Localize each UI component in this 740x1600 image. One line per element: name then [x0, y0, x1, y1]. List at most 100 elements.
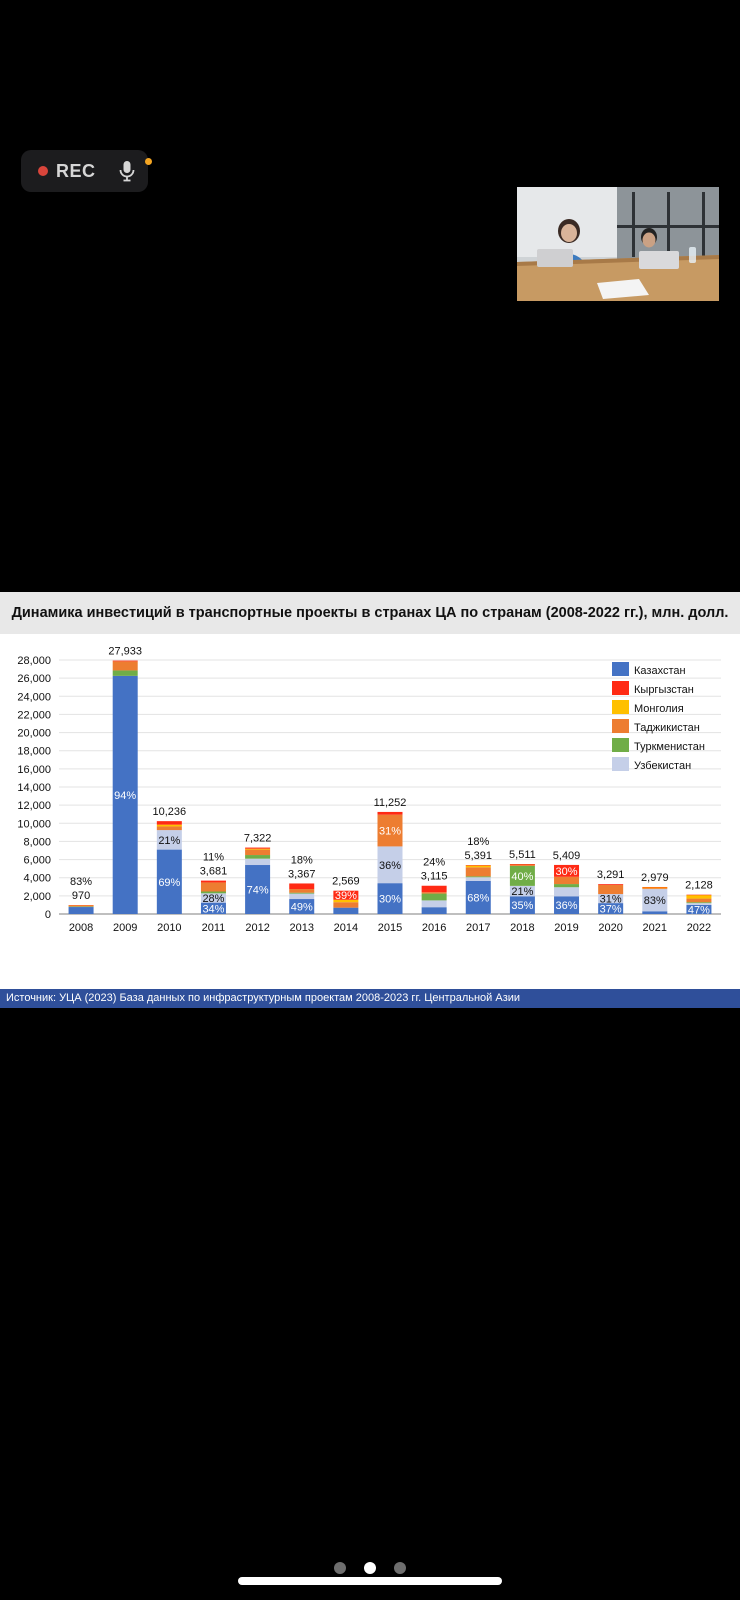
bar-segment: [642, 888, 668, 890]
legend-label: Кыргызстан: [634, 684, 694, 696]
bar-total-label: 27,933: [108, 646, 142, 658]
percent-label: 68%: [467, 892, 489, 904]
bar-segment: [598, 884, 624, 885]
percent-label: 24%: [423, 857, 445, 869]
bar-segment: [509, 864, 535, 866]
bar-segment: [156, 849, 182, 914]
percent-label: 94%: [114, 790, 136, 802]
legend-label: Монголия: [634, 703, 684, 715]
bar-segment: [686, 898, 712, 903]
y-tick-label: 14,000: [17, 782, 51, 794]
bar-segment: [686, 894, 712, 899]
recording-indicator[interactable]: REC: [21, 150, 152, 192]
bar-segment: [642, 889, 668, 912]
bar-segment: [200, 882, 226, 892]
percent-label: 37%: [600, 904, 622, 916]
y-tick-label: 28,000: [17, 655, 51, 667]
percent-label: 36%: [556, 900, 578, 912]
legend-label: Казахстан: [634, 665, 686, 677]
bar-total-label: 2,979: [641, 872, 669, 884]
page-dot[interactable]: [394, 1562, 406, 1574]
bar-total-label: 5,409: [553, 850, 581, 862]
recording-label: REC: [56, 160, 96, 181]
bar-segment: [598, 884, 624, 895]
bar-total-label: 2,128: [685, 880, 713, 892]
percent-label: 31%: [379, 826, 401, 838]
legend-swatch: [612, 757, 629, 771]
bar-segment: [465, 876, 491, 878]
bar-segment: [554, 884, 580, 888]
bar-segment: [200, 891, 226, 894]
bar-segment: [509, 885, 535, 897]
page-dot[interactable]: [334, 1562, 346, 1574]
y-tick-label: 18,000: [17, 746, 51, 758]
bar-segment: [465, 867, 491, 877]
bar-segment: [465, 865, 491, 866]
stacked-bar-chart: 0 2,000 4,000 6,000 8,000 10,000 12,000 14,000 1…: [17, 646, 721, 934]
bar-segment: [554, 887, 580, 897]
bar-segment: [156, 821, 182, 825]
y-tick-label: 0: [45, 909, 51, 921]
bar-segment: [686, 894, 712, 896]
percent-label: 21%: [158, 835, 180, 847]
bar-segment: [245, 849, 271, 856]
bar-segment: [200, 893, 226, 903]
bar-segment: [421, 892, 447, 894]
x-tick-label: 2010: [157, 922, 181, 934]
bar-total-label: 3,681: [200, 866, 228, 878]
percent-label: 40%: [511, 871, 533, 883]
bar-segment: [68, 905, 94, 907]
bar-total-label: 7,322: [244, 833, 272, 845]
legend-label: Узбекистан: [634, 760, 691, 772]
bar-segment: [289, 893, 315, 900]
bar-segment: [465, 880, 491, 914]
x-tick-label: 2012: [245, 922, 269, 934]
percent-label: 83%: [644, 895, 666, 907]
percent-label: 28%: [202, 893, 224, 905]
bar-segment: [642, 911, 668, 914]
percent-label: 11%: [203, 852, 224, 864]
percent-label: 47%: [688, 904, 710, 916]
bar-segment: [377, 883, 403, 914]
bar-segment: [554, 864, 580, 877]
bar-total-label: 3,367: [288, 868, 316, 880]
bar-segment: [465, 877, 491, 881]
home-indicator[interactable]: [238, 1577, 502, 1585]
bar-segment: [68, 906, 94, 914]
x-tick-label: 2008: [69, 922, 93, 934]
x-tick-label: 2016: [422, 922, 446, 934]
legend-swatch: [612, 738, 629, 752]
bar-segment: [377, 811, 403, 815]
legend-swatch: [612, 681, 629, 695]
video-frame-image: [517, 187, 719, 301]
x-tick-label: 2017: [466, 922, 490, 934]
x-tick-label: 2014: [334, 922, 358, 934]
bar-segment: [333, 902, 359, 908]
bar-total-label: 10,236: [153, 806, 187, 818]
bar-total-label: 2,569: [332, 876, 360, 888]
bar-total-label: 5,511: [509, 849, 536, 861]
bar-segment: [421, 885, 447, 893]
bar-segment: [465, 865, 491, 868]
x-tick-label: 2009: [113, 922, 137, 934]
bar-segment: [509, 896, 535, 914]
bar-segment: [289, 899, 315, 914]
bar-segment: [598, 894, 624, 904]
bar-segment: [245, 858, 271, 866]
bar-segment: [156, 826, 182, 831]
bar-segment: [245, 865, 271, 914]
bar-segment: [509, 865, 535, 886]
percent-label: 30%: [379, 894, 401, 906]
bar-segment: [245, 855, 271, 859]
x-tick-label: 2019: [554, 922, 578, 934]
page-indicator[interactable]: [0, 1562, 740, 1574]
percent-label: 31%: [600, 894, 622, 906]
percent-label: 36%: [379, 860, 401, 872]
bar-segment: [289, 889, 315, 893]
page-dot[interactable]: [364, 1562, 376, 1574]
y-tick-label: 2,000: [23, 891, 51, 903]
bar-total-label: 970: [72, 890, 90, 902]
slide-title: Динамика инвестиций в транспортные проек…: [0, 592, 740, 634]
bar-segment: [377, 846, 403, 884]
participant-video[interactable]: [517, 187, 719, 301]
